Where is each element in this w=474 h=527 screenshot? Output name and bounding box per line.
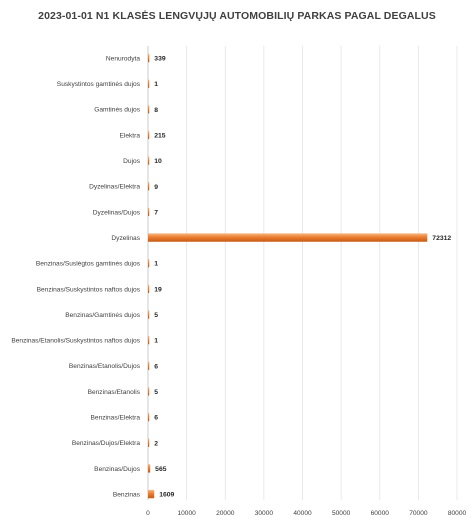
data-label: 9 [154, 184, 158, 191]
bar [148, 489, 155, 499]
bar [148, 361, 150, 370]
bars [148, 53, 428, 499]
data-label: 215 [154, 132, 166, 139]
data-label: 339 [154, 56, 166, 63]
data-label: 72312 [432, 235, 451, 242]
x-tick-label: 20000 [216, 510, 235, 517]
data-label: 6 [154, 363, 158, 370]
category-label: Elektra [119, 132, 140, 139]
bar [148, 182, 150, 191]
data-label: 565 [155, 466, 167, 473]
bar [148, 335, 150, 345]
x-tick-label: 60000 [371, 510, 390, 517]
data-label: 5 [154, 312, 158, 319]
x-tick-label: 10000 [177, 510, 196, 517]
x-axis-ticks: 0 10000 20000 30000 40000 50000 60000 70000 8000… [146, 510, 466, 517]
data-label: 19 [154, 286, 162, 293]
category-label: Gamtinės dujos [94, 107, 141, 114]
bar [148, 284, 150, 294]
category-label: Benzinas/Suskystintos naftos dujos [37, 286, 141, 293]
x-tick-label: 80000 [448, 510, 467, 517]
bar [148, 438, 150, 447]
data-label: 7 [154, 209, 158, 216]
data-label: 1609 [159, 492, 174, 499]
category-label: Nenurodyta [106, 55, 140, 62]
data-label: 10 [154, 158, 162, 165]
x-tick-label: 70000 [409, 510, 428, 517]
value-labels: 339 1 8 215 10 9 7 72312 1 19 5 1 6 5 6 2 565 1609 [154, 56, 451, 499]
bar [148, 259, 150, 268]
x-tick-label: 40000 [293, 510, 312, 517]
category-label: Benzinas/Gamtinės dujos [65, 312, 140, 319]
category-labels: Nenurodyta Suskystintos gamtinės dujos Gam… [11, 55, 140, 498]
bar [148, 130, 150, 140]
x-tick-label: 50000 [332, 510, 351, 517]
bar [148, 310, 150, 319]
x-tick-label: 0 [146, 510, 150, 517]
category-label: Benzinas/Etanolis [88, 389, 141, 396]
category-label: Benzinas/Elektra [91, 415, 141, 422]
gridlines [147, 46, 458, 500]
data-label: 1 [154, 261, 158, 268]
category-label: Suskystintos gamtinės dujos [57, 81, 141, 88]
data-label: 1 [154, 338, 158, 345]
chart-title: 2023-01-01 N1 KLASĖS LENGVŲJŲ AUTOMOBILI… [38, 10, 436, 22]
category-label: Benzinas/Suslėgtos gamtinės dujos [36, 261, 141, 268]
category-label: Dyzelinas [111, 235, 140, 242]
bar [148, 156, 150, 165]
category-label: Benzinas/Etanolis/Suskystintos naftos du… [11, 338, 140, 345]
bar [148, 387, 150, 396]
category-label: Benzinas/Dujos [94, 466, 141, 473]
bar [148, 105, 150, 114]
category-label: Benzinas/Dujos/Elektra [72, 440, 141, 447]
bar [148, 412, 150, 422]
bar [148, 53, 150, 63]
bar [148, 207, 150, 217]
bar [148, 464, 151, 473]
bar [148, 233, 428, 242]
data-label: 6 [154, 415, 158, 422]
data-label: 1 [154, 81, 158, 88]
bar [148, 79, 150, 88]
category-label: Dyzelinas/Dujos [93, 209, 141, 216]
x-tick-label: 30000 [255, 510, 274, 517]
category-label: Benzinas [113, 491, 141, 498]
category-label: Dyzelinas/Elektra [89, 184, 140, 191]
data-label: 5 [154, 389, 158, 396]
data-label: 8 [154, 107, 158, 114]
category-label: Benzinas/Etanolis/Dujos [69, 363, 141, 370]
data-label: 2 [154, 440, 158, 447]
category-label: Dujos [123, 158, 141, 165]
